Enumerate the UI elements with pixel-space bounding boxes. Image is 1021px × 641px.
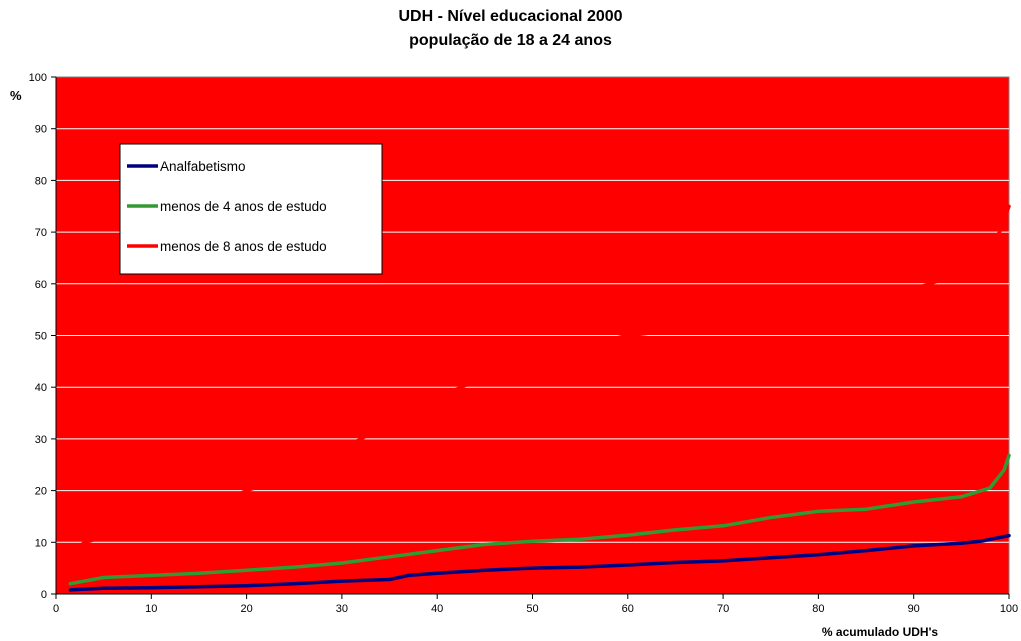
y-tick-label: 80	[35, 175, 47, 187]
series-line-2	[68, 453, 1011, 586]
legend-box	[119, 143, 383, 275]
x-tick-label: 60	[622, 603, 634, 615]
y-tick-label: 50	[35, 331, 47, 343]
x-tick-label: 40	[431, 603, 443, 615]
y-tick-label: 0	[41, 589, 47, 601]
y-tick-label: 90	[35, 124, 47, 136]
x-tick-label: 80	[812, 603, 824, 615]
x-tick-label: 70	[717, 603, 729, 615]
y-tick-label: 10	[35, 537, 47, 549]
legend-label: menos de 4 anos de estudo	[160, 199, 327, 214]
x-tick-label: 50	[526, 603, 538, 615]
x-tick-label: 10	[145, 603, 157, 615]
y-tick-label: 100	[29, 72, 47, 84]
x-tick-label: 0	[53, 603, 59, 615]
x-tick-label: 100	[1000, 603, 1018, 615]
y-tick-label: 60	[35, 279, 47, 291]
x-tick-label: 30	[336, 603, 348, 615]
x-axis-label: % acumulado UDH's	[822, 625, 939, 639]
x-tick-label: 90	[908, 603, 920, 615]
y-tick-label: 70	[35, 227, 47, 239]
series-line-3	[68, 204, 1011, 555]
y-tick-label: 20	[35, 486, 47, 498]
legend-label: menos de 8 anos de estudo	[160, 239, 327, 254]
series-line-1	[68, 533, 1011, 592]
chart-title: UDH - Nível educacional 2000	[398, 8, 623, 25]
y-axis-label: %	[10, 88, 22, 103]
legend-label: Analfabetismo	[160, 159, 246, 174]
y-tick-label: 40	[35, 382, 47, 394]
y-tick-label: 30	[35, 434, 47, 446]
chart-subtitle: população de 18 a 24 anos	[409, 32, 612, 49]
x-tick-label: 20	[240, 603, 252, 615]
